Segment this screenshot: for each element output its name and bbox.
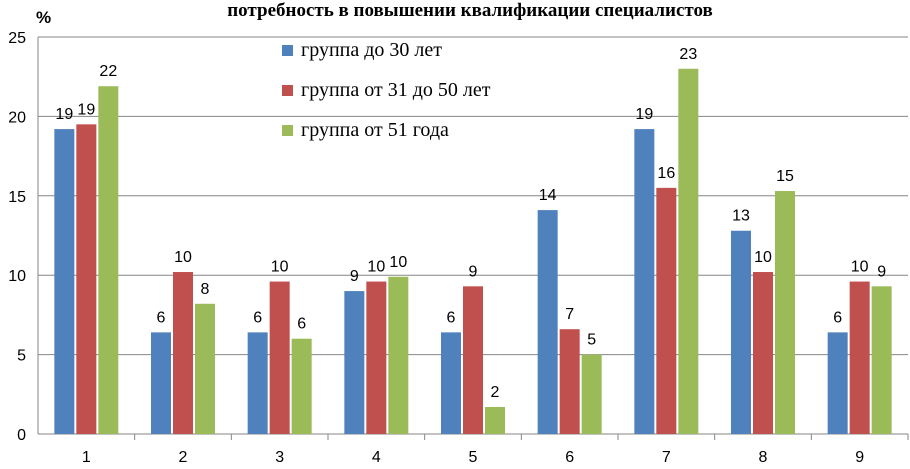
legend-label: группа от 51 года [301,119,449,141]
x-tick-label: 5 [469,449,478,466]
bar [441,332,461,434]
bar [753,272,773,434]
bar [463,286,483,434]
bar [291,338,312,434]
bar [559,329,580,434]
data-label: 10 [754,249,772,266]
y-tick-label: 10 [8,268,26,285]
data-label: 9 [469,263,478,280]
legend-item: группа до 30 лет [282,39,490,61]
bar [537,210,558,434]
x-tick-label: 7 [662,449,671,466]
data-label: 23 [679,46,697,63]
data-label: 6 [297,316,306,333]
y-axis-unit-label: % [36,8,52,27]
data-label: 6 [253,309,262,326]
data-label: 15 [776,168,794,185]
data-label: 19 [77,101,95,118]
x-tick-label: 4 [372,449,381,466]
bar [344,291,365,434]
bar [151,332,171,434]
bar [269,281,290,434]
bar [849,281,870,434]
chart-title: потребность в повышении квалификации спе… [227,0,713,21]
x-tick-label: 3 [275,449,284,466]
data-label: 9 [350,268,359,285]
bar [775,191,795,434]
data-label: 10 [851,259,869,276]
legend-item: группа от 31 до 50 лет [282,79,491,101]
data-label: 10 [271,259,289,276]
legend-label: группа до 30 лет [301,39,442,61]
data-label: 8 [201,281,210,298]
bar [634,129,655,434]
legend-item: группа от 51 года [282,119,490,141]
y-tick-label: 15 [8,189,26,206]
legend-label: группа от 31 до 50 лет [301,79,491,101]
data-label: 10 [389,254,407,271]
x-tick-label: 1 [82,449,91,466]
data-label: 5 [587,332,596,349]
bar [678,68,699,434]
x-tick-label: 9 [855,449,864,466]
bar [76,124,97,434]
data-label: 10 [174,249,192,266]
data-label: 22 [99,63,117,80]
legend-swatch [282,85,293,96]
y-tick-label: 20 [8,109,26,126]
data-label: 10 [367,259,385,276]
data-label: 14 [539,187,557,204]
bar [195,303,215,434]
x-tick-label: 8 [759,449,768,466]
data-label: 13 [732,208,750,225]
bar [366,281,387,434]
bar [247,332,268,434]
bar [581,354,602,434]
data-label: 6 [157,309,166,326]
bar [98,86,119,434]
legend-swatch [282,45,293,56]
data-label: 6 [833,309,842,326]
y-tick-label: 25 [8,30,26,47]
chart-legend: группа до 30 лет группа от 31 до 50 лет гр… [282,39,491,160]
legend-swatch [282,125,293,136]
data-label: 19 [635,106,653,123]
bar [388,276,409,434]
data-label: 7 [565,306,574,323]
data-label: 19 [55,106,73,123]
x-tick-label: 2 [179,449,188,466]
bar [54,129,75,434]
bar [173,272,193,434]
data-label: 16 [657,165,675,182]
data-label: 9 [877,263,886,280]
y-tick-label: 0 [17,427,26,444]
data-label: 6 [447,309,456,326]
bar [827,332,848,434]
bar [485,407,505,434]
x-tick-label: 6 [565,449,574,466]
data-label: 2 [491,384,500,401]
y-tick-label: 5 [17,348,26,365]
bar [731,230,751,434]
bar [656,187,677,434]
bar [871,286,892,434]
